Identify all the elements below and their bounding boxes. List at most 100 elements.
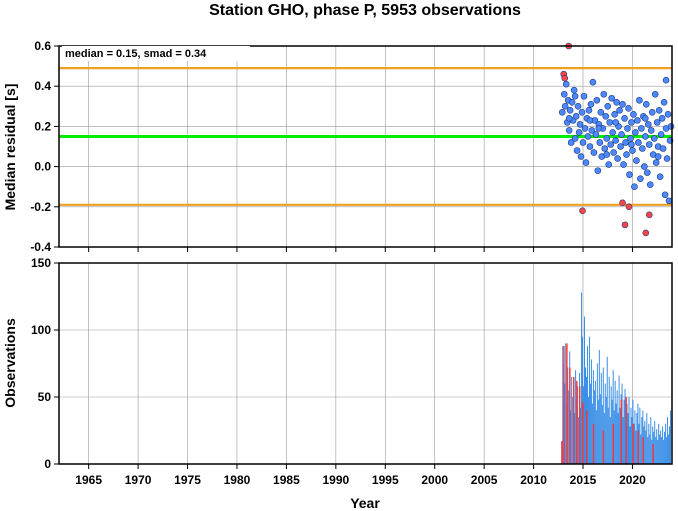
residual-point	[601, 145, 609, 152]
residual-point	[624, 125, 631, 132]
annotation-box	[62, 46, 250, 61]
residual-point	[627, 135, 634, 142]
residual-y-ticks: -0.4 -0.2 0.0 0.2 0.4 0.6	[30, 39, 59, 254]
observation-bar	[613, 410, 615, 464]
observation-bar	[617, 413, 619, 464]
observation-bar	[655, 437, 657, 464]
observation-bar	[648, 423, 650, 464]
residual-point	[588, 127, 596, 134]
observation-bar	[661, 437, 663, 464]
observation-bar	[578, 417, 580, 464]
outlier-point	[561, 74, 569, 82]
observation-bar	[635, 430, 637, 464]
observation-bar	[624, 388, 626, 464]
residual-point	[628, 141, 635, 148]
outlier-bar	[602, 430, 605, 464]
residual-point	[602, 113, 610, 120]
residual-point	[586, 143, 594, 150]
observation-bar	[638, 423, 640, 464]
observation-bar	[658, 423, 660, 464]
residual-point	[639, 145, 646, 152]
residual-point	[613, 98, 620, 106]
residual-point	[642, 115, 649, 122]
residual-point	[663, 155, 671, 162]
residual-point	[645, 141, 653, 148]
observations-x-ticks: 1965 1970 1975 1980 1985 1990 1995 2000 2005 2010…	[75, 464, 646, 487]
observation-bars	[561, 292, 672, 464]
observation-bar	[616, 390, 618, 464]
observation-bar	[629, 426, 631, 464]
observation-bar	[565, 343, 567, 464]
residual-point	[637, 175, 644, 182]
residual-point	[646, 181, 654, 188]
residual-point	[567, 139, 575, 146]
outlier-bar	[637, 430, 639, 464]
observation-bar	[659, 434, 661, 464]
residual-point	[593, 96, 601, 104]
observation-bar	[584, 316, 586, 464]
residual-point	[650, 135, 658, 142]
observation-bar	[651, 439, 653, 464]
observation-bar	[598, 350, 600, 464]
observation-bar	[626, 403, 628, 464]
outlier-bar	[620, 399, 622, 464]
residual-point	[648, 109, 656, 116]
y-tick-label: 50	[38, 390, 52, 404]
observation-bar	[627, 413, 629, 464]
chart-title: Station GHO, phase P, 5953 observations	[209, 2, 521, 19]
observation-bar	[636, 413, 638, 464]
observation-bar	[580, 407, 582, 464]
observation-bar	[670, 410, 672, 464]
observation-bar	[564, 383, 566, 464]
observation-bar	[614, 380, 616, 464]
observation-bar	[666, 437, 668, 464]
residual-point	[662, 76, 670, 84]
observation-bar	[567, 367, 569, 464]
observation-bar	[597, 399, 599, 464]
residual-point	[580, 92, 588, 100]
observation-bar	[647, 437, 649, 464]
residual-point	[597, 109, 605, 116]
observation-bar	[608, 376, 610, 464]
y-tick-label: 100	[31, 323, 51, 337]
observation-bar	[665, 423, 667, 464]
residual-point	[634, 117, 641, 124]
observation-bar	[663, 439, 665, 464]
observation-bar	[589, 383, 591, 464]
y-tick-label: -0.2	[30, 200, 51, 214]
x-tick-label: 1965	[75, 473, 102, 487]
observation-bar	[664, 431, 666, 464]
residual-point	[571, 92, 579, 100]
residual-point	[665, 197, 673, 205]
observation-bar	[593, 390, 595, 464]
observation-bar	[643, 426, 645, 464]
observation-bar	[654, 421, 656, 464]
residual-point	[561, 103, 569, 110]
outlier-point	[579, 207, 586, 215]
outlier-bar	[642, 437, 644, 464]
residual-point	[641, 163, 648, 170]
observation-bar	[621, 383, 623, 464]
observation-bar	[586, 346, 588, 464]
residual-point	[565, 115, 573, 122]
residual-point	[616, 107, 623, 114]
outlier-bar	[569, 367, 571, 464]
residual-point	[560, 90, 568, 98]
x-tick-label: 1980	[224, 473, 251, 487]
observation-bar	[607, 407, 609, 464]
observation-bar	[653, 431, 655, 464]
observation-bar	[656, 429, 658, 464]
observation-bar	[641, 417, 643, 464]
residual-point	[619, 100, 626, 108]
residual-point	[667, 123, 675, 130]
residual-point	[579, 139, 587, 146]
x-tick-label: 1970	[125, 473, 152, 487]
observation-bar	[591, 403, 593, 464]
residual-point	[603, 151, 611, 158]
residual-point	[644, 121, 652, 128]
residual-point	[621, 115, 628, 122]
outlier-bar	[612, 423, 615, 464]
observation-bar	[644, 421, 646, 464]
observation-bar	[650, 417, 652, 464]
residual-point	[585, 107, 593, 114]
